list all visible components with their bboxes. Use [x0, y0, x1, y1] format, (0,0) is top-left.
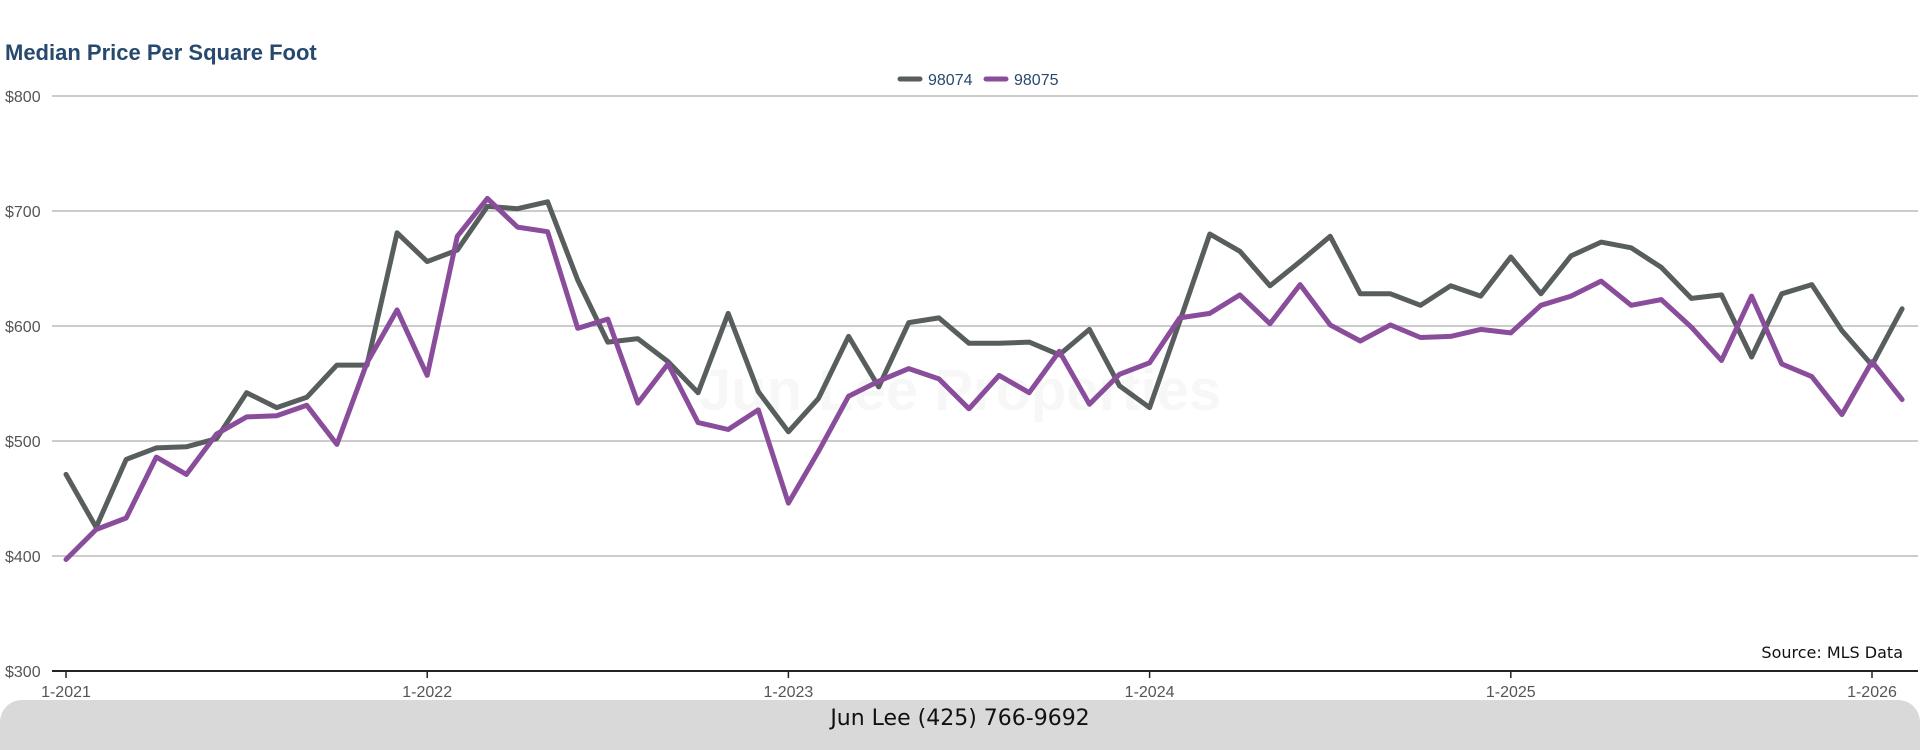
y-tick-label: $500: [5, 434, 41, 451]
series-line-98074: [63, 199, 1905, 530]
footer-contact: Jun Lee (425) 766-9692: [830, 706, 1090, 731]
x-tick-label: 1-2022: [402, 684, 452, 700]
series-lines: [63, 195, 1905, 562]
x-tick-label: 1-2021: [41, 684, 91, 700]
series-line-98075: [63, 195, 1905, 562]
legend-label-98075: 98075: [1014, 72, 1059, 89]
y-tick-label: $600: [5, 319, 41, 336]
chart-title: Median Price Per Square Foot: [5, 40, 317, 65]
y-tick-label: $700: [5, 204, 41, 221]
y-axis-ticks: $800 $700 $600 $500 $400 $300: [5, 89, 41, 681]
legend-label-98074: 98074: [928, 72, 973, 89]
x-tick-label: 1-2024: [1125, 684, 1175, 700]
legend: 98074 98075: [897, 72, 1059, 89]
source-note: Source: MLS Data: [1761, 643, 1903, 662]
x-tick-label: 1-2026: [1847, 684, 1897, 700]
grid-lines: [52, 95, 1918, 557]
x-tick-label: 1-2023: [763, 684, 813, 700]
x-axis: 1-2021 1-2022 1-2023 1-2024 1-2025 1-2026: [41, 670, 1918, 700]
footer-bar: [0, 700, 1920, 750]
chart-area: Jun Lee Properties $800$700$600$500$400$…: [5, 72, 1918, 700]
x-tick-label: 1-2025: [1486, 684, 1536, 700]
y-tick-label: $400: [5, 549, 41, 566]
y-tick-label: $300: [5, 664, 41, 681]
y-tick-label: $800: [5, 89, 41, 106]
